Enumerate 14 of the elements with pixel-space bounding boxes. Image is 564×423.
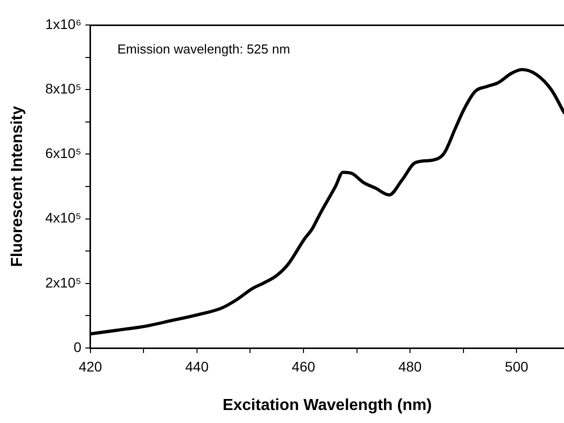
y-tick-label: 4x10⁵ (45, 210, 82, 226)
y-axis-title: Fluorescent Intensity (9, 106, 26, 267)
x-tick-label: 460 (292, 358, 316, 374)
x-tick-label: 420 (78, 358, 102, 374)
annotation: Emission wavelength: 525 nm (117, 42, 290, 57)
y-tick-label: 8x10⁵ (45, 80, 82, 96)
x-axis-title: Excitation Wavelength (nm) (222, 396, 432, 414)
x-tick-label: 500 (504, 358, 528, 374)
y-tick-label: 0 (74, 338, 82, 355)
y-tick-label: 6x10⁵ (45, 145, 82, 162)
y-tick-label: 1x10⁶ (45, 16, 82, 32)
x-tick-label: 440 (185, 358, 209, 374)
x-tick-label: 480 (398, 358, 422, 374)
y-tick-label: 2x10⁵ (45, 274, 82, 290)
